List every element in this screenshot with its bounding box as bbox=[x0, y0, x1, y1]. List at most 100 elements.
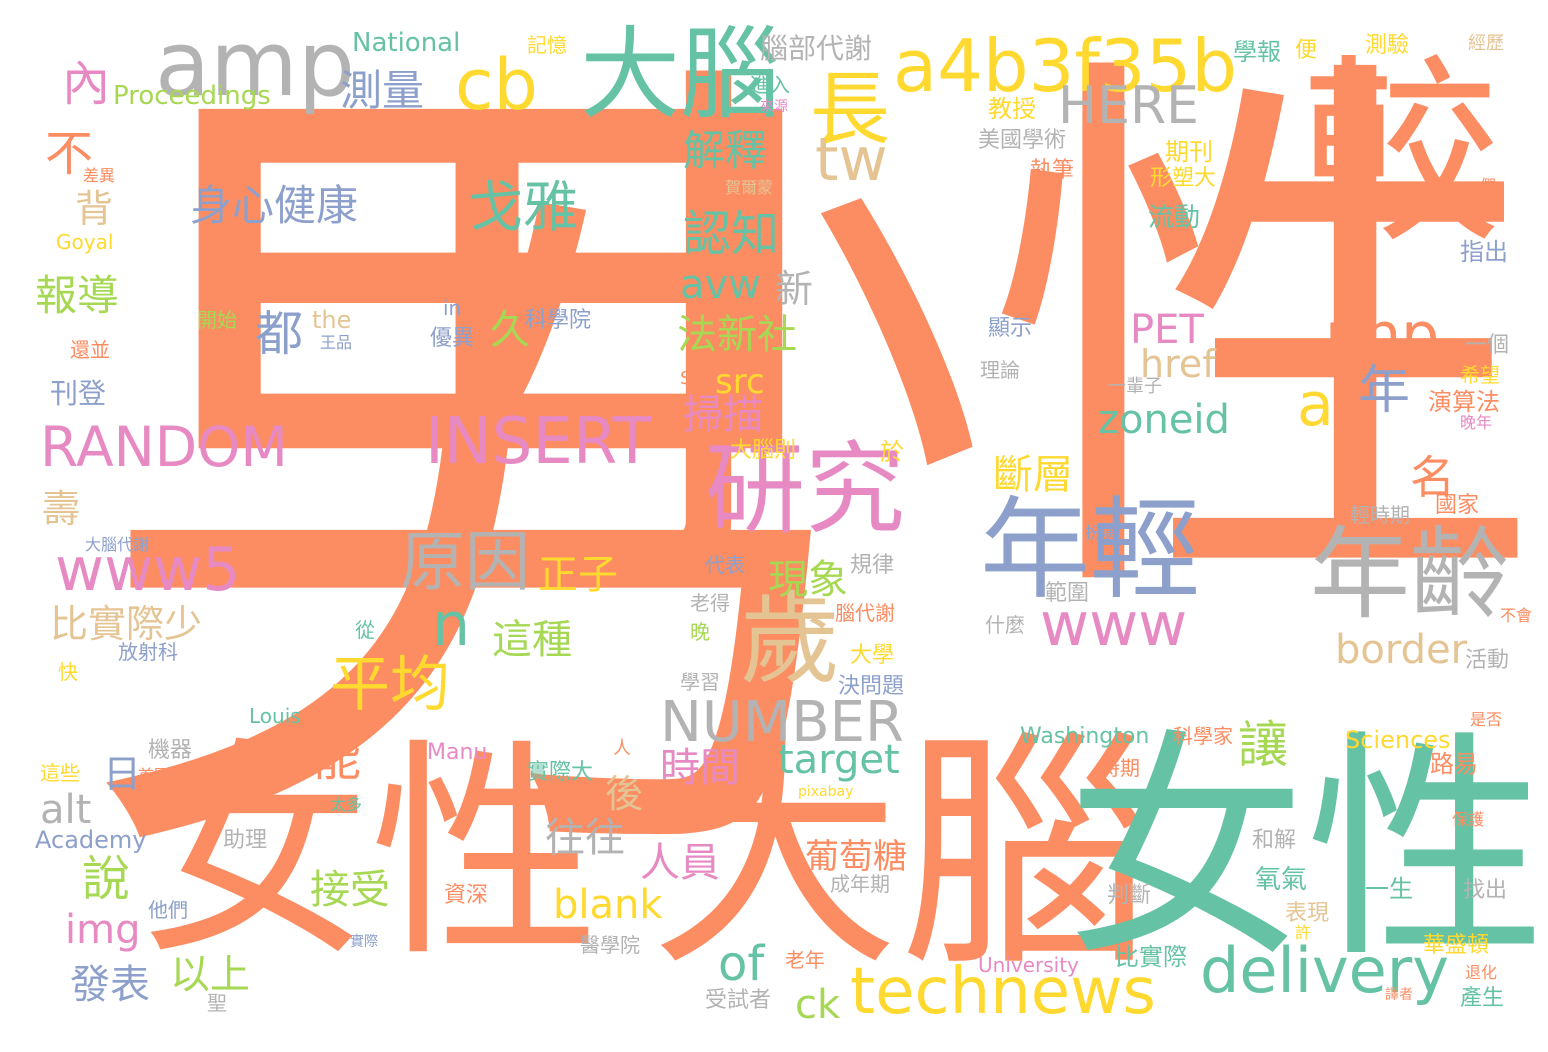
cloud-word: 助理 bbox=[223, 828, 268, 853]
cloud-word: Proceedings bbox=[113, 81, 271, 111]
cloud-word: 華盛頓 bbox=[1423, 933, 1490, 958]
cloud-word: 首圖 bbox=[138, 766, 171, 785]
cloud-word: 輕時期 bbox=[1350, 503, 1410, 527]
cloud-word: 新 bbox=[775, 267, 814, 311]
cloud-word: ck bbox=[795, 982, 841, 1028]
cloud-word: 不 bbox=[45, 126, 94, 182]
cloud-word: 是否 bbox=[1470, 710, 1503, 729]
cloud-word: 國家 bbox=[1435, 493, 1480, 518]
cloud-word: 王品 bbox=[320, 333, 353, 352]
cloud-word: 學習 bbox=[680, 670, 720, 694]
cloud-word: Manu bbox=[427, 740, 488, 765]
cloud-word: St bbox=[680, 368, 699, 389]
cloud-word: 許 bbox=[1295, 923, 1312, 942]
cloud-word: 來源 bbox=[760, 99, 788, 115]
cloud-word: 實際 bbox=[350, 934, 378, 950]
cloud-word: 代表 bbox=[705, 553, 745, 577]
cloud-word: 腦部代謝 bbox=[760, 32, 873, 65]
cloud-word: 便 bbox=[1295, 38, 1318, 63]
cloud-word: 表現 bbox=[1285, 901, 1330, 926]
cloud-word: cb bbox=[455, 44, 538, 126]
cloud-word: Washington bbox=[1020, 724, 1150, 749]
cloud-word: 活動 bbox=[1465, 648, 1510, 673]
cloud-word: 腦代謝 bbox=[835, 601, 895, 625]
cloud-word: 規律 bbox=[850, 553, 895, 578]
cloud-word: target bbox=[778, 737, 900, 783]
cloud-word: 學報 bbox=[1233, 38, 1281, 66]
cloud-word: 聖 bbox=[207, 991, 227, 1015]
cloud-word: 產生 bbox=[1460, 986, 1505, 1011]
cloud-word: 他們 bbox=[148, 898, 188, 922]
cloud-word: 掃描 bbox=[683, 392, 763, 438]
cloud-word: 找出 bbox=[1463, 878, 1508, 903]
cloud-word: 期刊 bbox=[1165, 138, 1213, 166]
cloud-word: NUMBER bbox=[660, 690, 904, 755]
cloud-word: img bbox=[65, 907, 141, 953]
cloud-word: border bbox=[1335, 627, 1468, 673]
cloud-word: 賀爾蒙 bbox=[725, 178, 774, 197]
cloud-word: 男 bbox=[70, 0, 910, 969]
cloud-word: 歲 bbox=[740, 581, 840, 698]
cloud-word: 內 bbox=[62, 56, 111, 112]
cloud-word: 一個 bbox=[1465, 333, 1510, 358]
cloud-word: 美國學術 bbox=[978, 128, 1067, 153]
cloud-word: 還並 bbox=[70, 338, 110, 362]
cloud-word: 快 bbox=[58, 660, 78, 684]
cloud-word: 演算法 bbox=[1428, 388, 1500, 416]
cloud-word: 晚 bbox=[690, 620, 710, 644]
cloud-word: 科學家 bbox=[1173, 724, 1233, 748]
cloud-word: RANDOM bbox=[40, 415, 288, 479]
cloud-word: 流動 bbox=[1148, 203, 1201, 233]
cloud-word: 晚年 bbox=[1460, 413, 1493, 432]
cloud-word: 教授 bbox=[988, 95, 1036, 123]
cloud-word: the bbox=[312, 306, 352, 334]
cloud-word: 資深 bbox=[444, 883, 489, 908]
cloud-word: 背 bbox=[75, 187, 114, 231]
cloud-word: 身心健康 bbox=[190, 181, 359, 230]
cloud-word: 這些 bbox=[40, 761, 80, 785]
cloud-word: 進入 bbox=[750, 73, 790, 97]
cloud-word: 顯示 bbox=[988, 316, 1033, 341]
cloud-word: 現象 bbox=[768, 557, 848, 603]
cloud-word: 老年 bbox=[785, 948, 825, 972]
cloud-word: amp bbox=[155, 12, 355, 117]
cloud-word: php bbox=[1325, 300, 1440, 370]
cloud-word: 報導 bbox=[35, 271, 120, 320]
cloud-word: 名 bbox=[1410, 451, 1456, 504]
cloud-word: href bbox=[1140, 342, 1216, 386]
cloud-word: 平均 bbox=[330, 650, 450, 720]
cloud-word: 老得 bbox=[690, 591, 730, 615]
cloud-word: 人 bbox=[613, 738, 631, 759]
cloud-word: www bbox=[1040, 590, 1188, 660]
cloud-word: 時期 bbox=[1100, 756, 1140, 780]
cloud-word: pixabay bbox=[798, 784, 854, 800]
cloud-word: 這種 bbox=[492, 617, 572, 663]
cloud-word: 解釋 bbox=[683, 126, 768, 175]
cloud-word: 一輩子 bbox=[1108, 376, 1162, 397]
cloud-word: 保護 bbox=[1452, 810, 1485, 829]
cloud-word: 測驗 bbox=[1365, 33, 1410, 58]
cloud-word: 於 bbox=[880, 438, 904, 466]
cloud-word: zoneid bbox=[1098, 397, 1230, 443]
cloud-word: alt bbox=[40, 787, 92, 833]
cloud-word: 發表 bbox=[70, 962, 150, 1008]
cloud-word: src bbox=[715, 362, 765, 402]
cloud-word: 記憶 bbox=[527, 33, 567, 57]
cloud-word: 久 bbox=[490, 307, 530, 353]
cloud-word: 路易 bbox=[1430, 750, 1478, 778]
cloud-word: 差異 bbox=[83, 166, 116, 185]
cloud-word: 原因 bbox=[400, 525, 531, 600]
cloud-word: n bbox=[432, 590, 471, 660]
cloud-word: 大腦則 bbox=[730, 438, 797, 463]
cloud-word: 扮演 bbox=[1085, 523, 1118, 542]
cloud-word: 比實際少 bbox=[50, 602, 203, 646]
cloud-word: 決問題 bbox=[838, 674, 905, 699]
cloud-word: INSERT bbox=[425, 405, 652, 479]
cloud-word: 氧氣 bbox=[1255, 865, 1308, 895]
cloud-word: tw bbox=[815, 125, 888, 195]
cloud-word: blank bbox=[553, 882, 663, 928]
cloud-word: 從 bbox=[355, 618, 375, 642]
cloud-word: 後 bbox=[605, 772, 644, 816]
cloud-word: 刊登 bbox=[50, 377, 107, 410]
